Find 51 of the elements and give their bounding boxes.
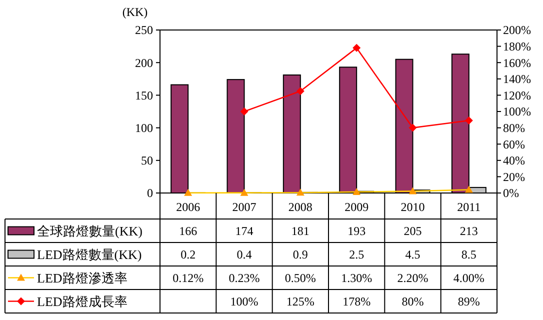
- data-label: 4.00%: [453, 270, 484, 285]
- y2-tick-label: 140%: [503, 72, 531, 86]
- data-label: 178%: [342, 294, 371, 308]
- y-tick-label: 50: [141, 154, 153, 168]
- data-label: 125%: [286, 294, 314, 308]
- x-tick-label: 2006: [176, 200, 200, 214]
- data-label: 1.30%: [341, 270, 372, 285]
- data-label: 0.4: [236, 247, 252, 262]
- data-label: 0.23%: [228, 270, 260, 285]
- data-label: 181: [291, 224, 310, 238]
- y2-tick-label: 120%: [503, 88, 531, 102]
- data-label: 89%: [458, 294, 480, 308]
- data-label: 193: [348, 224, 366, 238]
- data-label: 213: [460, 224, 478, 238]
- y2-tick-label: 40%: [503, 154, 525, 168]
- data-label: 166: [179, 224, 198, 238]
- y2-tick-label: 160%: [503, 56, 531, 70]
- data-label: 0.2: [180, 247, 196, 262]
- data-label: 0.50%: [284, 270, 316, 285]
- data-label: 8.5: [461, 247, 476, 262]
- y-tick-label: 200: [135, 56, 153, 70]
- data-label: 100%: [230, 294, 258, 308]
- data-label: 2.5: [349, 247, 364, 262]
- data-label: 2.20%: [397, 270, 428, 285]
- y-tick-label: 0: [147, 186, 153, 200]
- x-tick-label: 2008: [288, 200, 312, 214]
- y2-tick-label: 20%: [503, 170, 525, 184]
- legend-label: LED路燈成長率: [37, 294, 128, 309]
- y2-tick-label: 200%: [503, 23, 531, 38]
- y2-tick-label: 60%: [503, 137, 525, 152]
- legend-label: LED路燈滲透率: [37, 270, 128, 286]
- data-label: 0.9: [292, 247, 308, 262]
- x-tick-label: 2011: [457, 200, 481, 214]
- legend-label: LED路燈數量(KK): [37, 246, 142, 262]
- y-tick-label: 250: [135, 23, 153, 38]
- data-label: 205: [404, 224, 422, 238]
- y-tick-label: 100: [135, 121, 153, 135]
- data-label: 174: [235, 224, 254, 238]
- data-label: 4.5: [405, 247, 420, 262]
- x-tick-label: 2007: [232, 200, 256, 214]
- y2-tick-label: 100%: [503, 104, 531, 119]
- x-tick-label: 2009: [344, 200, 369, 214]
- data-label: 0.12%: [172, 270, 204, 285]
- y-tick-label: 150: [135, 88, 153, 102]
- y2-tick-label: 180%: [503, 40, 531, 54]
- y2-tick-label: 80%: [503, 121, 525, 135]
- legend-label: 全球路燈數量(KK): [37, 223, 142, 238]
- y2-tick-label: 0%: [503, 186, 519, 200]
- data-label: 80%: [402, 294, 424, 308]
- x-tick-label: 2010: [400, 200, 425, 214]
- y-axis-title: (KK): [122, 5, 148, 19]
